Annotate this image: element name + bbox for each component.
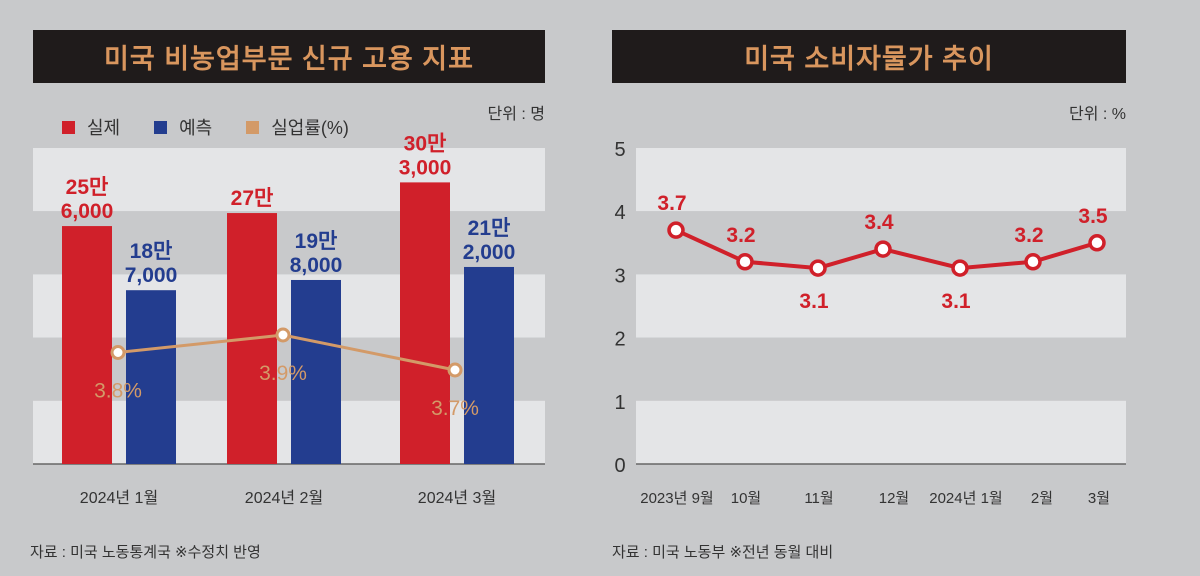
x-tick-label: 3월 [1088,490,1110,507]
x-tick-label: 12월 [879,490,910,507]
grid-band [33,400,545,464]
data-label-actual: 6,000 [61,200,114,223]
cpi-point [809,259,827,277]
bar-actual [62,226,112,464]
legend-actual-label: 실제 [87,118,121,138]
cpi-data-label: 3.5 [1078,205,1108,228]
jobs-unit-label: 단위 : 명 [487,106,546,123]
cpi-point [1024,253,1042,271]
data-label-forecast: 19만 [295,230,338,253]
cpi-data-label: 3.2 [726,224,755,247]
x-tick-label: 2023년 9월 [640,490,713,507]
legend-unemployment: 실업률(%) [246,114,349,140]
jobs-chart-title: 미국 비농업부문 신규 고용 지표 [33,30,545,83]
x-tick-label: 10월 [731,490,762,507]
legend-forecast: 예측 [154,114,212,140]
bar-forecast [464,266,514,464]
unemployment-label: 3.7% [431,397,479,420]
x-tick-label: 11월 [804,490,833,507]
bar-forecast [291,279,341,464]
legend-unemployment-label: 실업률(%) [271,118,349,138]
bar-actual [400,182,450,464]
cpi-point [951,259,969,277]
jobs-legend: 실제 예측 실업률(%) [62,114,349,140]
grid-band [636,274,1126,338]
cpi-point [1088,234,1106,252]
legend-actual: 실제 [62,114,120,140]
x-tick-label: 2월 [1031,490,1053,507]
unemployment-point [110,345,126,360]
cpi-data-label: 3.4 [864,211,894,234]
unemployment-label: 3.9% [259,362,307,385]
x-tick-label: 2024년 1월 [929,490,1002,507]
cpi-chart-title: 미국 소비자물가 추이 [612,30,1126,83]
grid-band [33,274,545,338]
y-tick-label: 0 [614,455,625,477]
grid-band [636,337,1126,401]
legend-forecast-label: 예측 [179,118,213,138]
grid-band [636,148,1126,212]
unemployment-point [275,327,291,343]
data-label-forecast: 2,000 [463,241,516,264]
jobs-source: 자료 : 미국 노동통계국 ※수정치 반영 [30,544,261,561]
data-label-actual: 27만 [231,187,274,210]
data-label-actual: 25만 [66,176,109,199]
y-tick-label: 5 [614,139,625,161]
legend-actual-swatch [62,120,75,134]
y-tick-label: 2 [614,329,625,351]
x-tick-label: 2024년 1월 [80,489,158,507]
cpi-data-label: 3.7 [657,192,686,215]
cpi-source: 자료 : 미국 노동부 ※전년 동월 대비 [612,544,834,561]
data-label-forecast: 7,000 [125,264,178,287]
y-tick-label: 3 [614,265,625,287]
cpi-data-label: 3.1 [941,290,971,313]
grid-band [636,400,1126,464]
unemployment-label: 3.8% [94,380,142,403]
grid-band [33,148,545,212]
cpi-point [874,240,892,258]
data-label-forecast: 8,000 [290,254,343,277]
grid-band [33,211,545,275]
x-tick-label: 2024년 3월 [418,489,496,507]
cpi-point [736,253,754,271]
y-tick-label: 4 [614,202,625,224]
data-label-forecast: 18만 [130,240,173,263]
legend-unemployment-swatch [246,120,260,134]
legend-forecast-swatch [154,120,168,134]
cpi-data-label: 3.2 [1014,224,1043,247]
data-label-actual: 3,000 [399,156,452,179]
cpi-point [667,221,685,239]
data-label-actual: 30만 [404,132,447,155]
cpi-data-label: 3.1 [799,290,829,313]
x-tick-label: 2024년 2월 [245,489,323,507]
bar-forecast [126,290,176,464]
data-label-forecast: 21만 [468,217,511,240]
unemployment-point [447,362,463,378]
y-tick-label: 1 [614,392,625,414]
cpi-unit-label: 단위 : % [1068,106,1126,123]
